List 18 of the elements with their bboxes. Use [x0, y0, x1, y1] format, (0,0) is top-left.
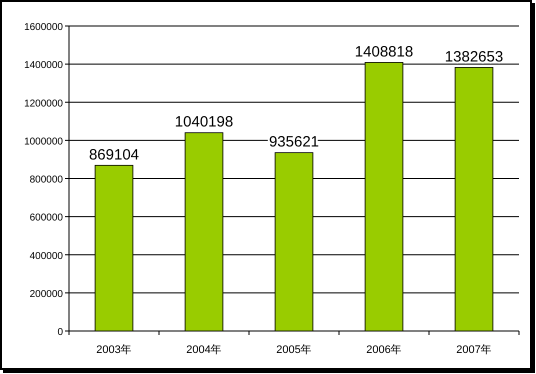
x-tick-label: 2006年	[366, 344, 402, 356]
data-label: 1408818	[354, 43, 414, 60]
data-label: 1382653	[444, 48, 504, 66]
y-tick-label: 800000	[30, 174, 64, 186]
x-tick-label: 2007年	[456, 344, 492, 356]
y-tick-label: 1200000	[24, 98, 64, 110]
data-label: 1040198	[174, 114, 234, 131]
y-tick-label: 600000	[30, 212, 64, 224]
y-tick-label: 200000	[30, 288, 64, 300]
y-tick-label: 400000	[30, 250, 64, 262]
data-label: 869104	[88, 146, 140, 164]
x-tick-label: 2004年	[186, 344, 222, 356]
y-tick-label: 0	[57, 327, 64, 338]
y-tick-label: 1400000	[24, 60, 64, 72]
y-tick-label: 1600000	[24, 22, 64, 33]
x-tick-label: 2005年	[276, 344, 312, 356]
y-tick-label: 1000000	[24, 136, 64, 148]
x-tick-label: 2003年	[96, 344, 132, 356]
